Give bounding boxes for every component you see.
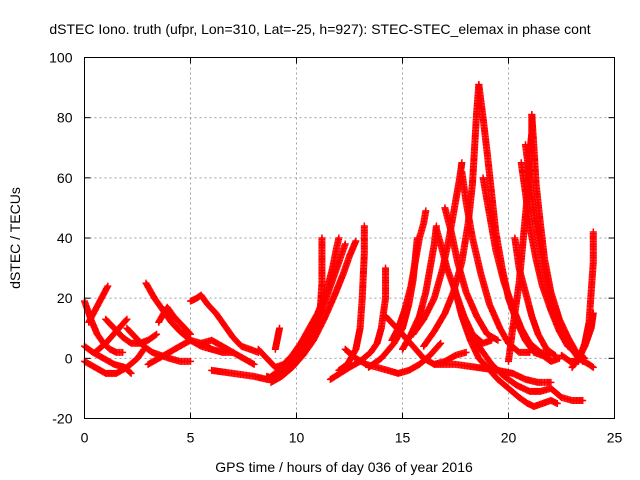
- y-tick-label: 60: [57, 170, 73, 186]
- data-point: [119, 348, 127, 356]
- data-series: [155, 303, 194, 338]
- data-points: [81, 81, 597, 410]
- y-tick-label: 80: [57, 110, 73, 126]
- data-series: [81, 345, 148, 377]
- data-series: [271, 324, 284, 353]
- data-series: [521, 141, 597, 371]
- x-axis-label: GPS time / hours of day 036 of year 2016: [215, 459, 473, 475]
- data-point: [579, 396, 587, 404]
- data-series: [430, 360, 555, 386]
- data-point: [550, 350, 558, 358]
- data-point: [588, 363, 596, 371]
- data-point: [151, 331, 159, 339]
- data-series: [511, 234, 559, 359]
- y-axis-label: dSTEC / TECUs: [7, 187, 23, 289]
- data-series: [267, 237, 360, 386]
- data-series: [458, 168, 534, 356]
- x-tick-label: 5: [187, 430, 195, 446]
- data-point: [553, 399, 561, 407]
- x-tick-label: 15: [395, 430, 411, 446]
- data-series: [187, 291, 262, 356]
- data-point: [187, 330, 194, 338]
- data-point: [153, 330, 161, 338]
- data-point: [249, 360, 257, 368]
- data-point: [436, 340, 444, 348]
- data-point: [360, 222, 368, 230]
- data-point: [335, 234, 343, 242]
- y-tick-label: 40: [57, 230, 73, 246]
- data-series: [517, 159, 589, 362]
- data-point: [589, 363, 597, 371]
- plot-frame: [84, 57, 615, 419]
- y-tick-label: 20: [57, 290, 73, 306]
- data-point: [422, 207, 430, 215]
- data-series: [326, 264, 390, 383]
- data-point: [126, 368, 134, 376]
- data-point: [122, 316, 130, 324]
- data-series: [197, 336, 258, 368]
- data-point: [123, 315, 131, 323]
- data-point: [341, 240, 349, 248]
- data-point: [437, 339, 445, 347]
- data-point: [462, 348, 470, 356]
- data-point: [318, 234, 326, 242]
- data-series: [568, 309, 597, 371]
- data-point: [458, 159, 466, 167]
- data-series: [441, 204, 502, 344]
- y-tick-label: -20: [52, 411, 72, 427]
- data-series: [85, 282, 112, 326]
- data-point: [589, 228, 597, 236]
- data-point: [276, 324, 284, 332]
- data-point: [382, 264, 390, 272]
- x-tick-label: 0: [81, 430, 89, 446]
- axis-ticks: 0 5 10 15 20 25 -20 0 20 40 60 80 100: [49, 50, 622, 446]
- y-tick-label: 100: [49, 50, 73, 66]
- data-series: [388, 207, 430, 344]
- data-point: [589, 309, 597, 317]
- chart-title: dSTEC Iono. truth (ufpr, Lon=310, Lat=-2…: [49, 21, 590, 37]
- x-tick-label: 20: [501, 430, 517, 446]
- data-series: [335, 222, 368, 374]
- x-tick-label: 25: [607, 430, 623, 446]
- data-series: [505, 294, 563, 365]
- data-series: [475, 81, 529, 344]
- data-point: [547, 378, 555, 386]
- data-point: [185, 329, 193, 337]
- data-point: [493, 336, 501, 344]
- x-tick-label: 10: [289, 430, 305, 446]
- data-series: [462, 324, 587, 404]
- data-point: [104, 282, 112, 290]
- data-point: [352, 237, 360, 245]
- data-series: [263, 240, 349, 383]
- data-point: [187, 357, 194, 365]
- y-tick-label: 0: [65, 350, 73, 366]
- data-point: [250, 360, 258, 368]
- data-point: [127, 369, 135, 377]
- data-point: [494, 336, 502, 344]
